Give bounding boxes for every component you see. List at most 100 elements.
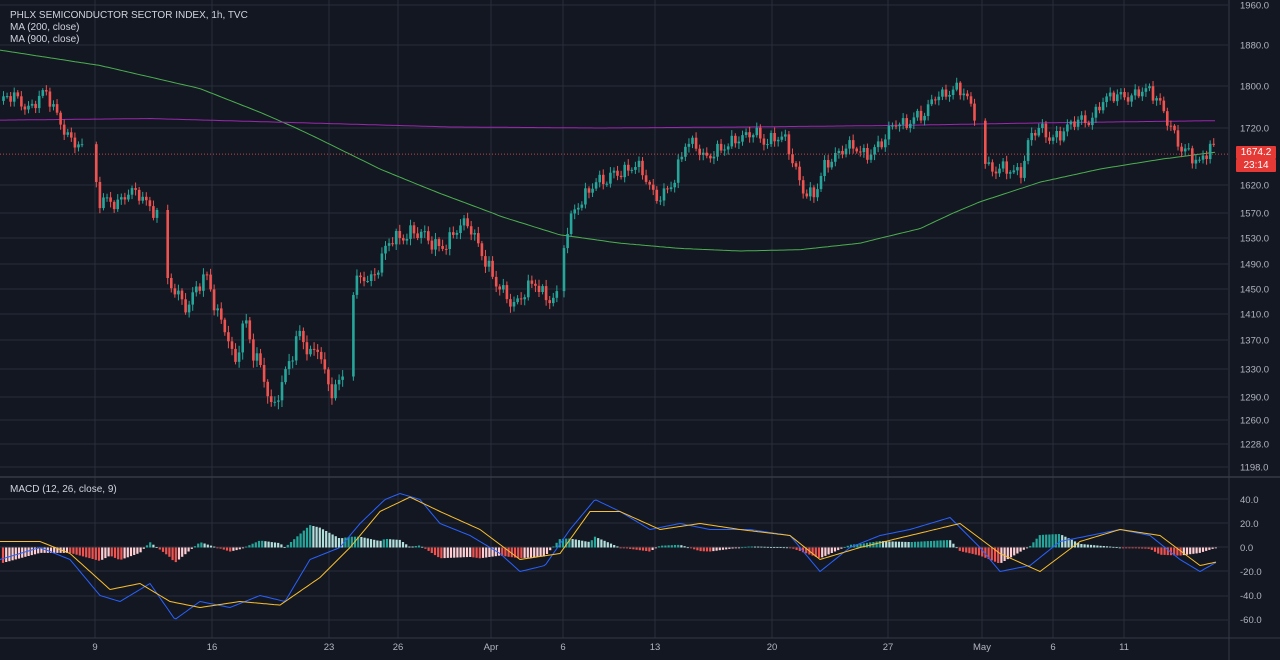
ma-900-legend[interactable]: MA (900, close)	[10, 34, 80, 45]
macd-histogram-bar	[1125, 547, 1128, 549]
macd-histogram-bar	[1166, 547, 1169, 556]
candle-body	[1183, 148, 1187, 152]
macd-histogram-bar	[635, 547, 638, 550]
candle-body	[109, 197, 112, 202]
macd-histogram-bar	[139, 547, 142, 553]
candle-body	[794, 163, 798, 167]
candle-body	[1055, 131, 1058, 138]
candle-body	[312, 348, 316, 350]
macd-histogram-bar	[696, 547, 699, 551]
candle-body	[220, 308, 223, 320]
macd-histogram-bar	[241, 547, 245, 549]
candle-body	[694, 137, 698, 149]
macd-histogram-bar	[581, 540, 584, 548]
macd-lines	[0, 492, 1217, 620]
macd-histogram-bar	[597, 538, 600, 548]
macd-histogram-bar	[757, 546, 760, 548]
macd-histogram-bar	[267, 541, 270, 548]
macd-histogram-bar	[942, 540, 945, 548]
candle-body	[498, 286, 501, 290]
macd-histogram-bar	[238, 547, 241, 550]
time-tick-label: 13	[650, 642, 661, 653]
candle-body	[116, 199, 119, 210]
candle-body	[205, 274, 209, 276]
macd-histogram-bar	[1102, 546, 1105, 548]
price-tick-label: 1570.0	[1240, 209, 1269, 220]
price-tick-label: 1330.0	[1240, 365, 1269, 376]
candle-body	[666, 188, 669, 190]
macd-histogram-bar	[1131, 547, 1134, 549]
candle-body	[444, 248, 448, 250]
macd-histogram-bar	[779, 547, 782, 548]
candle-body	[591, 188, 594, 193]
macd-histogram-bar	[917, 541, 920, 548]
macd-histogram-bar	[171, 547, 174, 561]
candle-body	[1001, 161, 1005, 169]
macd-histogram-bar	[997, 547, 1000, 563]
macd-histogram-bar	[30, 547, 33, 556]
chart-title-legend[interactable]: PHLX SEMICONDUCTOR SECTOR INDEX, 1h, TVC	[10, 10, 248, 21]
macd-histogram-bar	[385, 539, 389, 548]
candle-body	[1041, 123, 1044, 128]
candle-body	[1080, 115, 1083, 120]
candle-body	[1166, 111, 1169, 126]
macd-histogram-bar	[302, 530, 305, 548]
candle-body	[34, 103, 37, 109]
candle-body	[48, 91, 52, 107]
macd-legend[interactable]: MACD (12, 26, close, 9)	[10, 484, 117, 495]
candle-body	[223, 319, 227, 333]
macd-histogram-bar	[149, 542, 152, 548]
macd-histogram-bar	[430, 547, 433, 553]
macd-histogram-bar	[321, 529, 325, 548]
candle-body	[905, 118, 908, 128]
ma-200-legend[interactable]: MA (200, close)	[10, 22, 80, 33]
candle-body	[294, 336, 298, 361]
candle-body	[20, 96, 23, 107]
macd-histogram-bar	[856, 544, 859, 548]
macd-histogram-bar	[721, 547, 725, 550]
candle-body	[202, 274, 205, 291]
macd-histogram-bar	[1032, 542, 1035, 548]
macd-histogram-bar	[654, 547, 657, 549]
macd-histogram-bar	[1147, 547, 1150, 549]
candle-body	[673, 182, 676, 188]
candle-body	[9, 96, 12, 102]
candle-body	[552, 297, 555, 304]
macd-histogram-bar	[261, 540, 264, 548]
last-price-tag: 1674.2	[1236, 146, 1276, 159]
macd-histogram-bar	[760, 546, 763, 548]
candle-body	[394, 231, 398, 245]
price-axis[interactable]: 1960.0 1880.0 1800.0 1720.0 1620.0 1570.0 1530…	[1240, 1, 1269, 627]
macd-histogram-bar	[366, 538, 369, 548]
time-axis[interactable]: 9 16 23 26 Apr 6 13 20 27 May 6 11	[92, 642, 1129, 653]
candle-body	[709, 155, 712, 159]
candle-body	[391, 243, 394, 245]
macd-histogram-bar	[545, 547, 549, 554]
macd-histogram-bar	[1077, 543, 1080, 548]
price-tick-label: 1198.0	[1240, 463, 1268, 474]
candle-body	[73, 137, 77, 148]
candle-body	[12, 92, 16, 102]
macd-histogram-bar	[827, 547, 830, 555]
macd-histogram-bar	[648, 547, 651, 552]
macd-histogram-bar	[971, 547, 974, 554]
candlestick-series[interactable]	[2, 77, 1215, 410]
candle-body	[148, 200, 152, 207]
macd-histogram-bar	[389, 539, 392, 548]
macd-histogram-bar	[1198, 547, 1201, 553]
candle-body	[769, 133, 773, 145]
macd-histogram-bar	[529, 547, 533, 558]
macd-histogram-bar	[875, 541, 878, 548]
price-tick-label: 1260.0	[1240, 416, 1269, 427]
macd-histogram-bar	[910, 542, 913, 548]
candle-body	[644, 175, 648, 182]
macd-histogram-bar	[216, 547, 219, 549]
candle-body	[612, 170, 616, 173]
candle-body	[330, 384, 334, 399]
candle-body	[212, 289, 216, 311]
macd-histogram-bar	[184, 547, 187, 555]
macd-histogram-bar	[536, 547, 539, 557]
macd-histogram-bar	[117, 547, 120, 560]
macd-tick-label: -60.0	[1240, 615, 1262, 626]
